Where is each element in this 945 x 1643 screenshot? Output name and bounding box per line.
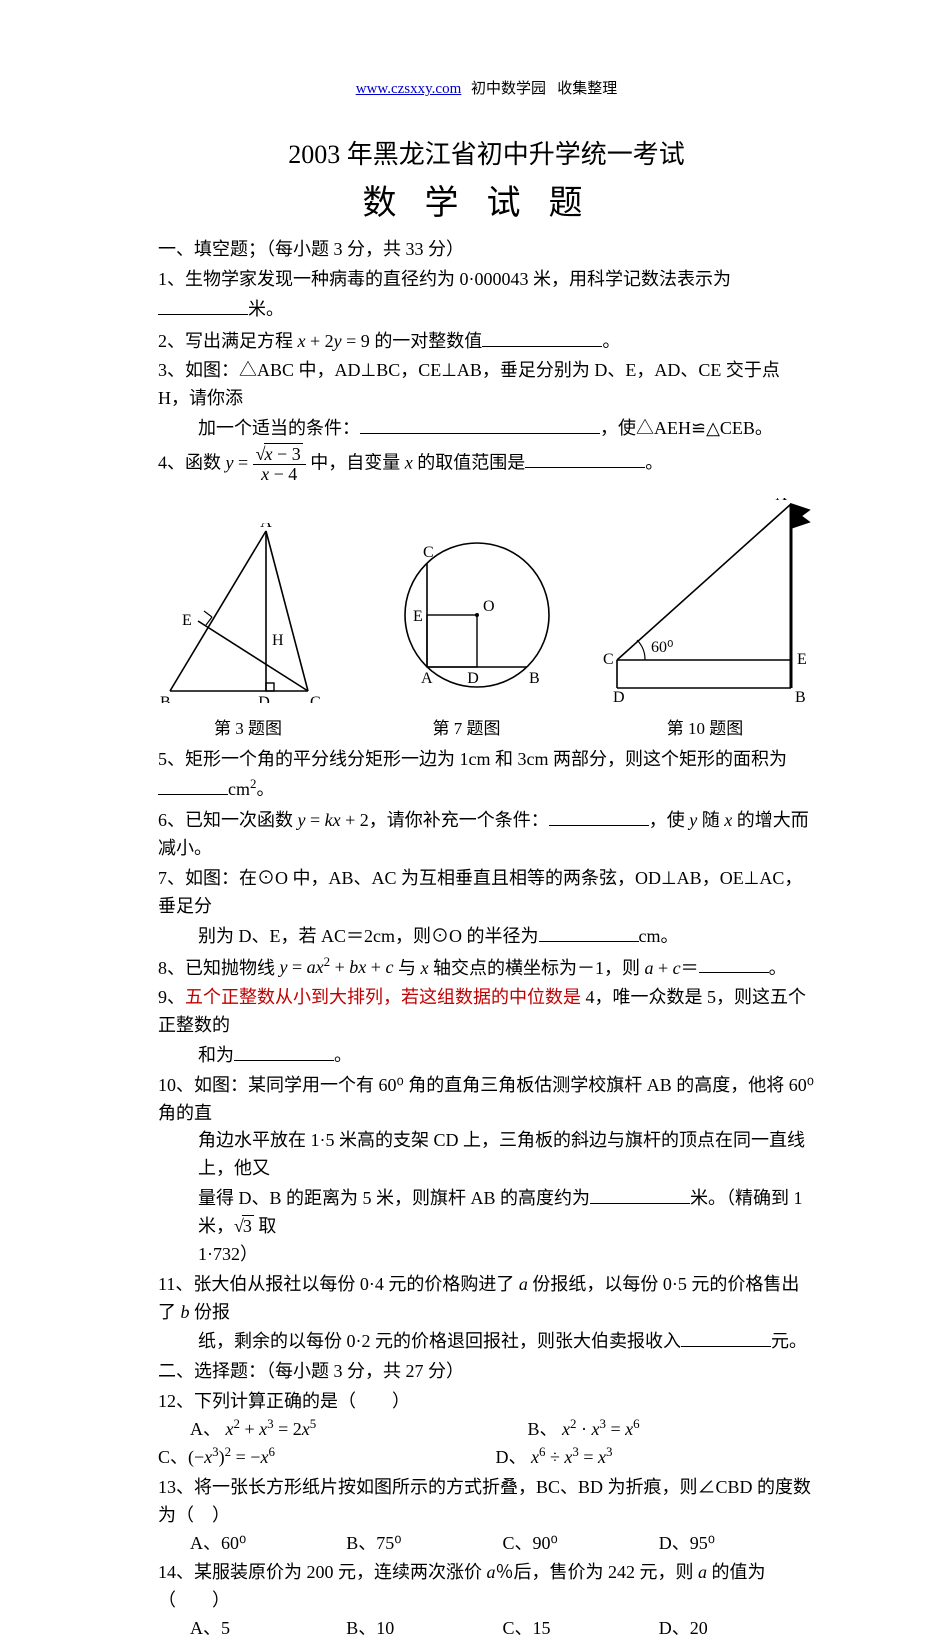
question-4: 4、函数 y = x − 3 x − 4 中，自变量 x 的取值范围是。 bbox=[158, 445, 815, 484]
figure-3: A B C D E H 第 3 题图 bbox=[158, 523, 338, 742]
blank bbox=[590, 1183, 690, 1204]
section-1-heading: 一、填空题；（每小题 3 分，共 33 分） bbox=[158, 236, 815, 264]
svg-text:B: B bbox=[160, 694, 171, 703]
figure-7-caption: 第 7 题图 bbox=[367, 716, 567, 742]
exam-subtitle: 数学试题 bbox=[158, 178, 815, 231]
svg-text:B: B bbox=[529, 670, 540, 687]
question-6: 6、已知一次函数 y = kx + 2，请你补充一个条件：，使 y 随 x 的增… bbox=[158, 805, 815, 863]
question-7: 7、如图：在⊙O 中，AB、AC 为互相垂直且相等的两条弦，OD⊥AB，OE⊥A… bbox=[158, 865, 815, 950]
section-2-heading: 二、选择题：（每小题 3 分，共 27 分） bbox=[158, 1358, 815, 1386]
question-11: 11、张大伯从报社以每份 0·4 元的价格购进了 a 份报纸，以每份 0·5 元… bbox=[158, 1271, 815, 1356]
figure-10: 60⁰ A B C D E 第 10 题图 bbox=[595, 498, 815, 742]
figure-row: A B C D E H 第 3 题图 O A B C D E 第 7 题图 60⁰ A B C D E 第 1… bbox=[158, 498, 815, 742]
svg-text:E: E bbox=[797, 651, 807, 668]
blank bbox=[539, 921, 639, 942]
svg-text:O: O bbox=[483, 598, 495, 615]
svg-text:C: C bbox=[423, 544, 434, 561]
blank bbox=[360, 413, 600, 434]
svg-text:E: E bbox=[413, 608, 423, 625]
question-10: 10、如图：某同学用一个有 60⁰ 角的直角三角板估测学校旗杆 AB 的高度，他… bbox=[158, 1072, 815, 1269]
question-3: 3、如图：△ABC 中，AD⊥BC，CE⊥AB，垂足分别为 D、E，AD、CE … bbox=[158, 357, 815, 442]
choice-c: C、90⁰ bbox=[503, 1530, 659, 1558]
svg-text:D: D bbox=[467, 670, 479, 687]
blank bbox=[525, 448, 645, 469]
sqrt-icon: 3 bbox=[234, 1213, 254, 1241]
header-tag: 收集整理 bbox=[557, 81, 617, 97]
highlight-text: 五个正整数从小到大排列，若这组数据的中位数是 bbox=[185, 987, 581, 1007]
question-14: 14、某服装原价为 200 元，连续两次涨价 a％后，售价为 242 元，则 a… bbox=[158, 1559, 815, 1643]
blank bbox=[699, 953, 769, 974]
svg-text:E: E bbox=[182, 612, 192, 629]
blank bbox=[482, 326, 602, 347]
svg-text:60⁰: 60⁰ bbox=[651, 639, 673, 656]
blank bbox=[549, 805, 649, 826]
choice-d: D、20 bbox=[659, 1615, 815, 1643]
question-1: 1、生物学家发现一种病毒的直径约为 0·000043 米，用科学记数法表示为米。 bbox=[158, 266, 815, 324]
question-2: 2、写出满足方程 x + 2y = 9 的一对整数值。 bbox=[158, 326, 815, 356]
exam-title: 2003 年黑龙江省初中升学统一考试 bbox=[158, 135, 815, 175]
fraction: x − 3 x − 4 bbox=[253, 445, 306, 484]
flagpole-diagram-icon: 60⁰ A B C D E bbox=[595, 498, 815, 703]
figure-10-caption: 第 10 题图 bbox=[595, 716, 815, 742]
svg-text:H: H bbox=[272, 632, 284, 649]
choice-a: A、5 bbox=[190, 1615, 346, 1643]
choice-c: C、15 bbox=[503, 1615, 659, 1643]
page-header: www.czsxxy.com 初中数学园 收集整理 bbox=[158, 78, 815, 101]
question-13: 13、将一张长方形纸片按如图所示的方式折叠，BC、BD 为折痕，则∠CBD 的度… bbox=[158, 1474, 815, 1558]
choice-b: B、10 bbox=[346, 1615, 502, 1643]
svg-text:A: A bbox=[775, 498, 787, 504]
equation: x + 2y = 9 bbox=[298, 331, 370, 351]
blank bbox=[158, 774, 228, 795]
question-12: 12、下列计算正确的是（ ） A、 x2 + x3 = 2x5 B、 x2 · … bbox=[158, 1388, 815, 1472]
svg-text:D: D bbox=[258, 694, 270, 703]
blank bbox=[234, 1040, 334, 1061]
svg-text:D: D bbox=[613, 689, 625, 703]
svg-text:B: B bbox=[795, 689, 806, 703]
choice-b: B、75⁰ bbox=[346, 1530, 502, 1558]
figure-3-caption: 第 3 题图 bbox=[158, 716, 338, 742]
question-9: 9、五个正整数从小到大排列，若这组数据的中位数是 4，唯一众数是 5，则这五个正… bbox=[158, 984, 815, 1069]
header-link[interactable]: www.czsxxy.com bbox=[356, 81, 462, 97]
svg-text:C: C bbox=[603, 651, 614, 668]
figure-7: O A B C D E 第 7 题图 bbox=[367, 523, 567, 742]
choice-d: D、95⁰ bbox=[659, 1530, 815, 1558]
question-8: 8、已知抛物线 y = ax2 + bx + c 与 x 轴交点的横坐标为－1，… bbox=[158, 953, 815, 983]
svg-text:A: A bbox=[260, 523, 272, 531]
svg-text:C: C bbox=[310, 694, 321, 703]
header-site: 初中数学园 bbox=[471, 81, 546, 97]
svg-text:A: A bbox=[421, 670, 433, 687]
blank bbox=[158, 294, 248, 315]
circle-diagram-icon: O A B C D E bbox=[367, 523, 567, 703]
triangle-diagram-icon: A B C D E H bbox=[158, 523, 338, 703]
question-5: 5、矩形一个角的平分线分矩形一边为 1cm 和 3cm 两部分，则这个矩形的面积… bbox=[158, 746, 815, 804]
choice-a: A、60⁰ bbox=[190, 1530, 346, 1558]
